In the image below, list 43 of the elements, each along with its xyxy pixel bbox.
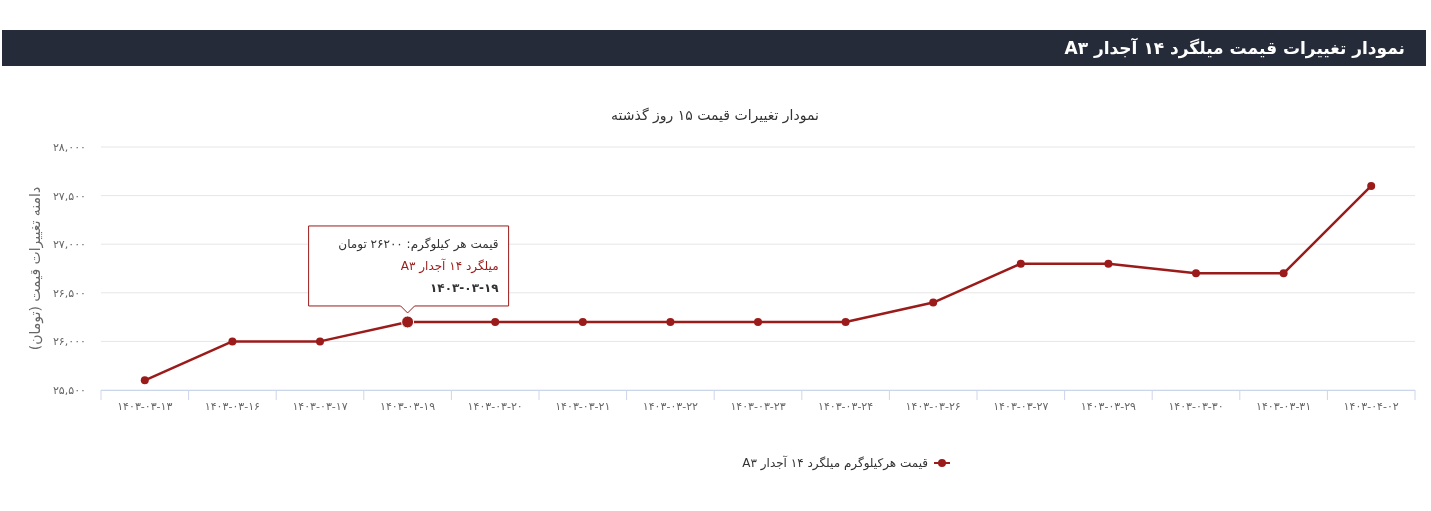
y-tick-label: ۲۸,۰۰۰	[52, 141, 86, 154]
y-tick-label: ۲۶,۰۰۰	[52, 335, 86, 349]
point	[1367, 181, 1376, 190]
x-tick-label: ۱۴۰۳-۰۳-۱۹	[379, 400, 436, 413]
x-tick-label: ۱۴۰۳-۰۳-۳۱	[1255, 400, 1312, 413]
chart-subtitle: نمودار تغییرات قیمت ۱۵ روز گذشته	[611, 107, 819, 124]
x-tick-label: ۱۴۰۳-۰۳-۲۹	[1080, 400, 1137, 413]
x-tick-label: ۱۴۰۳-۰۳-۲۰	[467, 400, 523, 413]
point	[1279, 269, 1288, 278]
point	[228, 337, 237, 346]
y-axis-title: دامنه تغییرات قیمت (تومان)	[27, 186, 44, 351]
point	[929, 298, 938, 307]
x-tick-label: ۱۴۰۳-۰۳-۲۳	[730, 400, 786, 413]
point	[1104, 259, 1113, 268]
x-tick-label: ۱۴۰۳-۰۳-۲۴	[817, 400, 874, 413]
x-tick-label: ۱۴۰۳-۰۴-۰۲	[1343, 400, 1399, 413]
y-tick-label: ۲۷,۰۰۰	[52, 238, 86, 252]
legend-label: قیمت هرکیلوگرم میلگرد ۱۴ آجدار A۳	[742, 455, 928, 471]
point	[578, 317, 587, 326]
annotation: ۱۴۰۳-۰۳-۱۹	[430, 280, 500, 295]
point	[666, 317, 675, 326]
y-tick-label: ۲۶,۵۰۰	[52, 286, 86, 300]
point	[140, 376, 149, 385]
point	[841, 317, 850, 326]
annotation: قیمت هر کیلوگرم: ۲۶۲۰۰ تومان	[338, 236, 499, 252]
point	[1016, 259, 1025, 268]
point	[754, 317, 762, 326]
x-tick-label: ۱۴۰۳-۰۳-۱۷	[292, 400, 348, 413]
point	[1192, 269, 1200, 278]
legend: قیمت هرکیلوگرم میلگرد ۱۴ آجدار A۳	[742, 456, 951, 470]
chart-title: نمودار تغییرات قیمت میلگرد ۱۴ آجدار A۳	[1064, 37, 1405, 59]
x-tick-label: ۱۴۰۳-۰۳-۳۰	[1168, 400, 1224, 413]
x-tick-label: ۱۴۰۳-۰۳-۲۷	[993, 400, 1049, 413]
x-tick-label: ۱۴۰۳-۰۳-۱۶	[204, 400, 261, 413]
annotation: میلگرد ۱۴ آجدار A۳	[400, 257, 499, 274]
point	[316, 337, 324, 346]
y-tick-label: ۲۷,۵۰۰	[52, 189, 86, 203]
y-tick-label: ۲۵,۵۰۰	[52, 384, 86, 397]
x-tick-label: ۱۴۰۳-۰۳-۲۱	[555, 400, 611, 413]
x-tick-label: ۱۴۰۳-۰۳-۱۳	[117, 400, 173, 413]
point	[491, 317, 500, 326]
x-tick-label: ۱۴۰۳-۰۳-۲۲	[642, 400, 699, 413]
x-tick-label: ۱۴۰۳-۰۳-۲۶	[905, 400, 961, 413]
